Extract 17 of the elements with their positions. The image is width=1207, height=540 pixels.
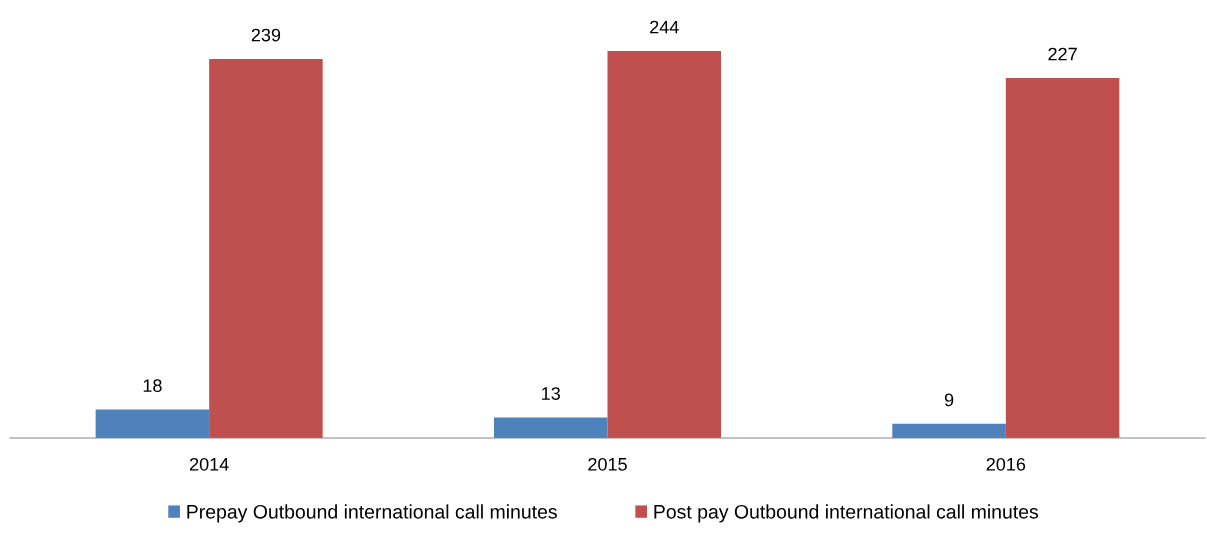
- data-label: 13: [542, 387, 560, 400]
- x-tick-label: 2015: [588, 457, 627, 471]
- legend-label: Prepay Outbound international call minutes: [187, 504, 557, 523]
- data-label: 239: [251, 28, 281, 42]
- data-label: 18: [143, 379, 162, 392]
- bar: [607, 50, 722, 438]
- x-tick-label: 2014: [189, 457, 229, 471]
- data-label: 9: [944, 393, 954, 407]
- bar: [493, 417, 608, 438]
- bar: [1005, 77, 1120, 438]
- bar: [892, 423, 1006, 438]
- x-tick-label: 2016: [986, 457, 1026, 471]
- data-label: 227: [1048, 47, 1077, 61]
- bar: [95, 409, 210, 438]
- legend-label: Post pay Outbound international call minutes: [654, 504, 1039, 523]
- bar: [209, 58, 323, 438]
- data-label: 244: [650, 20, 679, 34]
